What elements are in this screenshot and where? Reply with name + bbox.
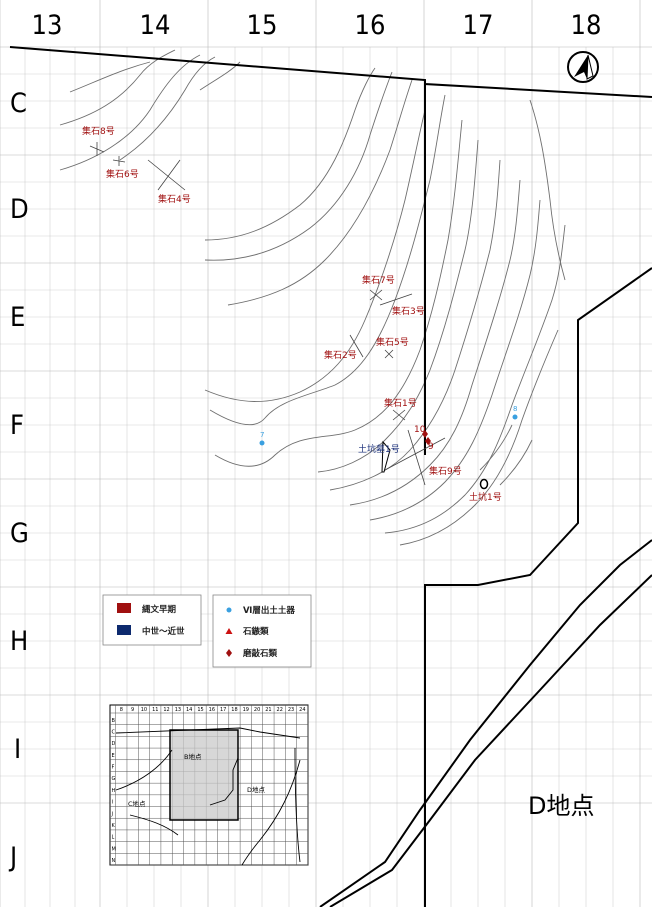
inset-column-label: 23 [288,707,294,713]
inset-boundary-lines [115,727,301,866]
feature-label: 土坑1号 [469,491,502,503]
pottery-find-8 [512,414,518,420]
triangle-icon [225,628,233,634]
column-labels: 13 14 15 16 17 18 [32,10,602,41]
feature-labels: 集石8号集石6号集石4号集石7号集石3号集石5号集石2号集石1号土坑墓1号集石9… [82,125,502,503]
row-label-e: E [10,302,25,333]
inset-row-label: B [112,718,116,724]
inset-label-b: B地点 [184,752,202,761]
inset-column-label: 10 [141,707,147,713]
column-label-17: 17 [463,10,494,41]
find-label-9: 9 [428,442,434,452]
inset-column-label: 24 [299,707,305,713]
row-label-f: F [10,410,24,441]
row-label-j: J [8,842,17,873]
boundary-lines [9,46,652,907]
inset-row-label: C [112,729,116,735]
inset-row-label: H [112,788,116,794]
inset-column-label: 22 [277,707,283,713]
find-label-7: 7 [260,431,264,439]
inset-row-label: D [112,741,116,747]
inset-column-label: 21 [265,707,271,713]
inset-row-label: G [112,776,116,782]
inset-map: 8 9 10 11 12 13 14 15 16 17 18 19 20 21 22 23 24 BCDEFGH… [109,704,309,866]
row-label-i: I [14,734,21,765]
find-markers: 7 8 10 9 [259,405,518,452]
legend-label-medieval: 中世～近世 [142,626,185,637]
legend: 縄文早期 中世～近世 Ⅵ層出土土器 石鏃類 磨敲石類 [102,594,312,668]
inset-column-label: 14 [186,707,192,713]
row-label-d: D [10,194,29,225]
inset-column-label: 17 [220,707,226,713]
inset-row-label: F [112,765,115,771]
legend-label-pottery: Ⅵ層出土土器 [243,605,295,616]
inset-area-b [169,729,239,821]
inset-label-c: C地点 [128,799,146,808]
row-labels: C D E F G H I J [8,88,29,873]
legend-label-arrowheads: 石鏃類 [242,626,269,637]
inset-column-label: 20 [254,707,260,713]
inset-row-label: J [111,811,113,817]
inset-column-label: 19 [243,707,249,713]
feature-label: 集石7号 [362,274,395,286]
inset-column-label: 13 [175,707,181,713]
feature-symbols [89,142,489,490]
legend-label-grinding-stones: 磨敲石類 [242,648,278,659]
north-arrow-icon [567,51,599,83]
feature-label: 集石4号 [158,193,191,205]
legend-label-jomon: 縄文早期 [142,604,177,615]
inset-column-label: 18 [231,707,237,713]
inset-row-label: N [112,858,116,864]
inset-row-label: K [112,823,116,829]
legend-period-box [102,594,202,646]
inset-column-label: 16 [209,707,215,713]
feature-label: 集石6号 [106,168,139,180]
inset-column-label: 12 [163,707,169,713]
inset-row-label: I [112,800,113,806]
column-label-16: 16 [355,10,386,41]
contour-lines [59,49,566,546]
feature-label: 集石5号 [376,336,409,348]
legend-swatch-medieval [117,625,131,635]
inset-column-label: 9 [131,707,134,713]
grinding-stone-find-9 [425,437,431,445]
inset-row-label: M [112,846,116,852]
row-label-g: G [10,518,29,549]
inset-column-labels: 8 9 10 11 12 13 14 15 16 17 18 19 20 21 22 23 24 [120,707,306,713]
inset-column-label: 11 [152,707,158,713]
inset-column-label: 15 [197,707,203,713]
feature-label: 集石9号 [429,465,462,477]
inset-label-d: D地点 [247,785,266,794]
diamond-icon [226,649,232,657]
column-label-13: 13 [32,10,63,41]
pottery-find-7 [259,440,265,446]
feature-label: 集石2号 [324,349,357,361]
column-label-15: 15 [247,10,278,41]
legend-swatch-jomon [117,603,131,613]
find-label-8: 8 [513,405,517,413]
inset-row-label: E [112,753,115,759]
row-label-c: C [10,88,27,119]
inset-row-label: L [112,835,115,841]
feature-label: 土坑墓1号 [358,443,400,455]
feature-label: 集石3号 [392,305,425,317]
site-label: D地点 [528,792,594,820]
find-label-10: 10 [414,425,426,435]
row-label-h: H [10,626,28,657]
column-label-14: 14 [140,10,171,41]
circle-dot-icon [226,607,232,613]
inset-column-label: 8 [120,707,123,713]
feature-label: 集石8号 [82,125,115,137]
column-label-18: 18 [571,10,602,41]
grinding-stone-find-10 [422,430,428,438]
feature-label: 集石1号 [384,397,417,409]
